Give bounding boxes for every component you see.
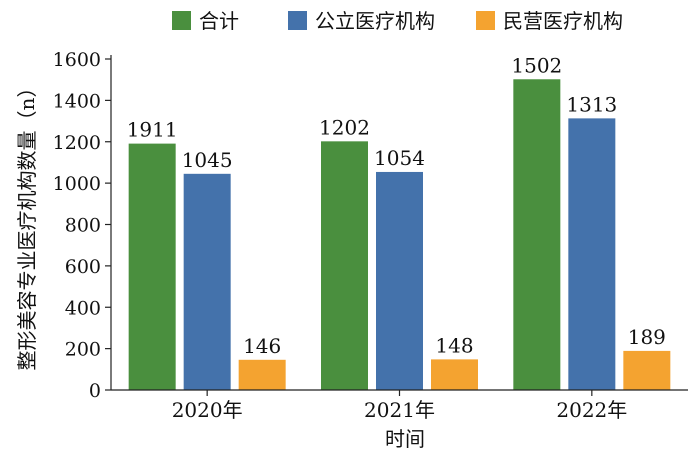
bar-2-1: [321, 141, 368, 390]
y-axis-title: 整形美容专业医疗机构数量（n）: [15, 78, 39, 371]
y-tick-label-6: 1200: [53, 132, 101, 154]
y-axis: 0 200 400 600 800 1000 1200 1400 1600: [53, 49, 112, 402]
y-tick-label-0: 0: [89, 380, 101, 402]
data-label-2-2: 1054: [374, 146, 425, 170]
data-label-1-2: 1045: [182, 148, 233, 172]
bar-2-2: [376, 171, 423, 390]
data-label-3-1: 1502: [511, 53, 562, 77]
data-label-3-2: 1313: [566, 92, 617, 116]
y-tick-label-1: 200: [65, 339, 101, 361]
legend-label-2: 公立医疗机构: [315, 9, 435, 33]
x-tick-label-2: 2021年: [364, 398, 435, 422]
y-tick-label-8: 1600: [53, 49, 101, 71]
y-tick-label-4: 800: [65, 215, 101, 237]
x-tick-label-3: 2022年: [556, 398, 627, 422]
legend-label-1: 合计: [199, 9, 239, 33]
legend-swatch-1: [172, 11, 191, 30]
data-label-1-1: 1911: [127, 118, 178, 142]
bar-2-3: [431, 359, 478, 390]
bar-3-1: [513, 79, 561, 391]
bar-1-3: [238, 359, 286, 390]
bar-1-1: [128, 143, 176, 390]
x-tick-label-1: 2020年: [172, 398, 243, 422]
x-axis-title: 时间: [385, 427, 425, 451]
legend-swatch-3: [476, 11, 495, 30]
x-axis: 2020年 2021年 2022年: [111, 389, 688, 422]
data-label-1-3: 146: [243, 334, 281, 358]
bar-3-2: [568, 118, 616, 391]
legend-label-3: 民营医疗机构: [503, 9, 623, 33]
data-label-2-1: 1202: [319, 115, 370, 139]
bar-1-2: [183, 173, 231, 390]
data-label-2-3: 148: [435, 333, 473, 357]
y-tick-label-5: 1000: [53, 173, 101, 195]
bar-3-3: [623, 350, 671, 390]
y-tick-label-3: 600: [65, 256, 101, 278]
y-tick-label-2: 400: [65, 297, 101, 319]
y-tick-label-7: 1400: [53, 90, 101, 112]
legend: 合计 公立医疗机构 民营医疗机构: [172, 9, 623, 33]
data-label-3-3: 189: [628, 325, 666, 349]
legend-swatch-2: [288, 11, 307, 30]
